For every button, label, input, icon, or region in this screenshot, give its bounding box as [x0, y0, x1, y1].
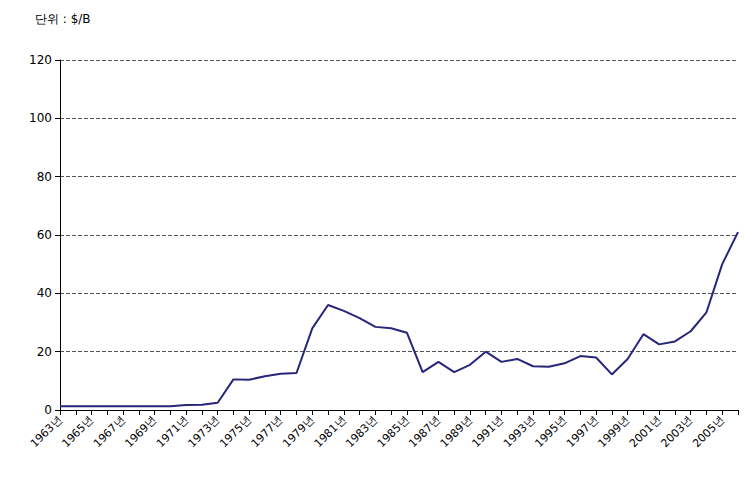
- svg-text:2001년: 2001년: [627, 413, 664, 450]
- svg-text:1965년: 1965년: [59, 413, 96, 450]
- svg-text:1973년: 1973년: [186, 413, 223, 450]
- svg-text:1967년: 1967년: [91, 413, 128, 450]
- svg-text:1993년: 1993년: [501, 413, 538, 450]
- svg-text:2005년: 2005년: [690, 413, 727, 450]
- svg-text:1987년: 1987년: [406, 413, 443, 450]
- svg-text:80: 80: [37, 170, 52, 184]
- svg-text:1995년: 1995년: [532, 413, 569, 450]
- svg-text:1981년: 1981년: [312, 413, 349, 450]
- svg-text:60: 60: [37, 228, 52, 242]
- svg-text:1997년: 1997년: [564, 413, 601, 450]
- svg-text:1989년: 1989년: [438, 413, 475, 450]
- svg-text:1983년: 1983년: [343, 413, 380, 450]
- svg-text:2003년: 2003년: [659, 413, 696, 450]
- svg-text:20: 20: [37, 345, 52, 359]
- svg-text:1991년: 1991년: [469, 413, 506, 450]
- svg-text:1999년: 1999년: [595, 413, 632, 450]
- svg-text:1977년: 1977년: [249, 413, 286, 450]
- svg-text:단위 : $/B: 단위 : $/B: [35, 12, 91, 26]
- svg-text:1985년: 1985년: [375, 413, 412, 450]
- svg-text:1979년: 1979년: [280, 413, 317, 450]
- svg-text:1971년: 1971년: [154, 413, 191, 450]
- svg-text:40: 40: [37, 286, 52, 300]
- svg-text:1969년: 1969년: [122, 413, 159, 450]
- svg-text:120: 120: [29, 53, 52, 67]
- svg-text:100: 100: [29, 111, 52, 125]
- svg-text:1975년: 1975년: [217, 413, 254, 450]
- svg-text:1963년: 1963년: [28, 413, 65, 450]
- svg-text:0: 0: [44, 403, 52, 417]
